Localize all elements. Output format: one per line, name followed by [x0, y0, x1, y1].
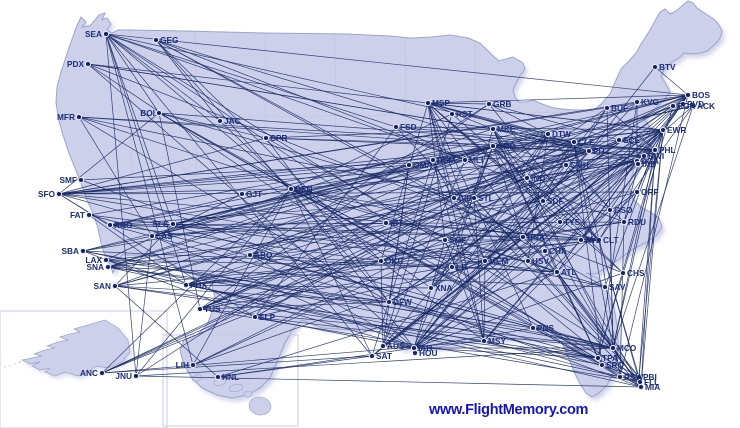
svg-text:MKE: MKE [497, 124, 516, 134]
svg-text:ATL: ATL [561, 267, 577, 277]
svg-text:BTV: BTV [659, 62, 676, 72]
svg-text:CID: CID [458, 193, 472, 203]
svg-text:KVG: KVG [641, 97, 659, 107]
svg-text:LIT: LIT [456, 262, 468, 272]
svg-text:PNS: PNS [537, 323, 555, 333]
svg-text:LAS: LAS [156, 231, 173, 241]
svg-text:OKC: OKC [385, 256, 403, 266]
svg-text:CPR: CPR [270, 133, 288, 143]
svg-text:SMF: SMF [59, 175, 77, 185]
svg-text:GJT: GJT [246, 189, 262, 199]
svg-text:TUS: TUS [204, 304, 221, 314]
svg-text:MEM: MEM [489, 256, 508, 266]
svg-text:BUF: BUF [611, 103, 628, 113]
svg-text:CLT: CLT [603, 235, 619, 245]
svg-text:CMH: CMH [570, 160, 589, 170]
svg-text:FSD: FSD [400, 122, 417, 132]
svg-text:SNA: SNA [86, 262, 104, 272]
svg-text:DEN: DEN [295, 184, 313, 194]
svg-text:IND: IND [531, 173, 545, 183]
svg-text:LIH: LIH [176, 360, 189, 370]
svg-text:ORD: ORD [497, 141, 515, 151]
svg-text:ACK: ACK [697, 101, 715, 111]
svg-text:MCO: MCO [617, 343, 637, 353]
svg-text:RNO: RNO [114, 220, 133, 230]
svg-text:SFO: SFO [38, 189, 56, 199]
svg-text:DTW: DTW [552, 129, 571, 139]
svg-text:SAV: SAV [609, 282, 626, 292]
svg-text:SCE: SCE [623, 135, 641, 145]
svg-text:PDX: PDX [67, 59, 85, 69]
svg-text:GEG: GEG [160, 35, 178, 45]
svg-text:SEA: SEA [85, 29, 102, 39]
svg-text:GSO: GSO [614, 205, 633, 215]
svg-text:MSP: MSP [432, 98, 450, 108]
svg-text:RSW: RSW [624, 372, 644, 382]
svg-text:www.FlightMemory.com: www.FlightMemory.com [428, 402, 588, 418]
svg-text:ELP: ELP [259, 312, 276, 322]
svg-text:DSM: DSM [437, 155, 456, 165]
svg-text:ABQ: ABQ [254, 250, 273, 260]
svg-text:HSV: HSV [532, 256, 550, 266]
svg-text:FAT: FAT [70, 210, 85, 220]
svg-text:RDU: RDU [628, 217, 646, 227]
svg-text:SAT: SAT [376, 351, 392, 361]
svg-text:CHS: CHS [627, 268, 645, 278]
svg-text:CHA: CHA [549, 246, 567, 256]
svg-text:HOU: HOU [419, 348, 437, 358]
svg-text:ORF: ORF [641, 187, 659, 197]
svg-text:HNL: HNL [222, 372, 239, 382]
svg-text:STL: STL [478, 193, 494, 203]
svg-text:AUS: AUS [387, 341, 405, 351]
svg-text:MFR: MFR [57, 112, 75, 122]
svg-text:ICT: ICT [390, 218, 403, 228]
svg-text:BNA: BNA [527, 232, 545, 242]
svg-text:RST: RST [456, 109, 473, 119]
svg-text:TYS: TYS [564, 217, 581, 227]
svg-text:GRB: GRB [493, 99, 511, 109]
svg-text:AVL: AVL [585, 235, 601, 245]
svg-text:XNA: XNA [435, 283, 453, 293]
svg-text:SAN: SAN [93, 281, 111, 291]
svg-text:PHX: PHX [190, 280, 208, 290]
svg-text:PIT: PIT [593, 146, 606, 156]
svg-text:IAD: IAD [642, 159, 656, 169]
svg-text:JAC: JAC [224, 116, 241, 126]
svg-text:OMA: OMA [413, 160, 432, 170]
svg-text:SBA: SBA [61, 246, 79, 256]
svg-text:SGF: SGF [449, 235, 466, 245]
svg-text:MSY: MSY [488, 336, 506, 346]
svg-text:BOI: BOI [140, 108, 155, 118]
svg-text:SRQ: SRQ [606, 360, 625, 370]
svg-text:SLC: SLC [152, 219, 169, 229]
svg-text:MIA: MIA [645, 382, 660, 392]
svg-text:ANC: ANC [80, 368, 98, 378]
svg-text:MLI: MLI [469, 155, 483, 165]
svg-text:EWR: EWR [667, 125, 686, 135]
svg-text:DFW: DFW [393, 297, 412, 307]
svg-text:SDF: SDF [547, 196, 564, 206]
svg-text:JNU: JNU [115, 371, 132, 381]
